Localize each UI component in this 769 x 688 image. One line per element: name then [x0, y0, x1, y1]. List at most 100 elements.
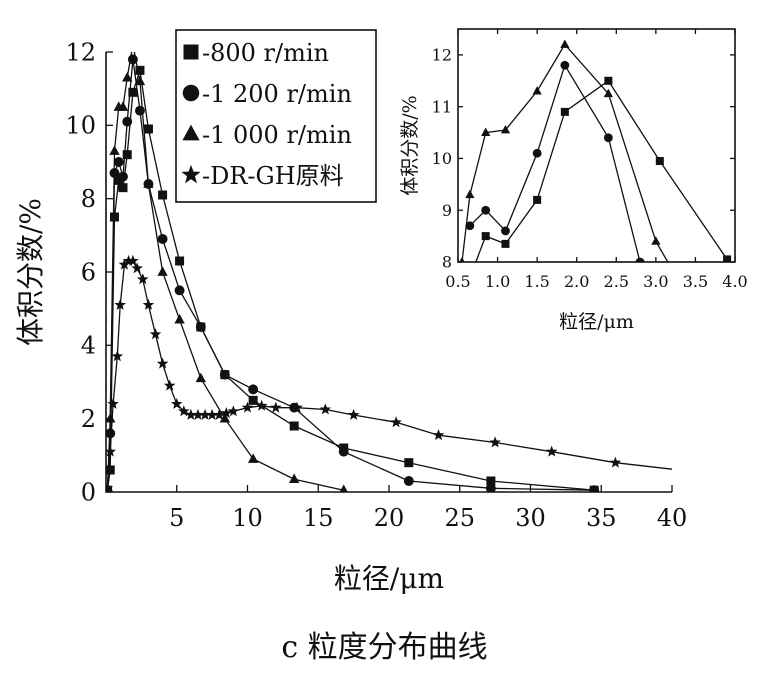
- data-point-square: [655, 157, 664, 166]
- x-tick-label: 5: [169, 504, 184, 532]
- x-tick-label: 3.5: [683, 272, 708, 291]
- data-point-star: [192, 408, 204, 420]
- data-point-star: [142, 298, 155, 310]
- data-point-square: [118, 183, 128, 193]
- data-point-circle: [174, 285, 185, 296]
- data-point-star: [213, 408, 225, 420]
- data-point-square: [723, 255, 732, 262]
- x-tick-label: 1.0: [485, 272, 510, 291]
- data-point-star: [227, 405, 240, 417]
- x-tick-label: 3.0: [643, 272, 668, 291]
- data-point-square: [248, 395, 258, 405]
- data-point-circle: [118, 171, 128, 182]
- data-point-triangle: [289, 473, 300, 483]
- y-tick-label: 6: [81, 258, 96, 286]
- data-point-circle: [106, 428, 116, 439]
- x-tick-label: 20: [374, 504, 405, 532]
- data-point-star: [171, 397, 183, 409]
- series-dr-gh: [106, 254, 672, 492]
- data-point-circle: [113, 157, 124, 167]
- data-point-square: [158, 190, 168, 200]
- series-line: [106, 260, 672, 489]
- legend-item-1-000-r-min: -1 000 r/min: [182, 121, 352, 149]
- series-1-000-r-min: [459, 39, 669, 262]
- x-tick-label: 40: [657, 504, 688, 532]
- data-point-square: [109, 212, 119, 222]
- data-point-square: [404, 458, 414, 468]
- y-tick-label: 8: [442, 253, 452, 272]
- data-point-star: [163, 379, 176, 391]
- data-point-star: [609, 456, 622, 468]
- data-point-star: [319, 403, 332, 415]
- data-point-triangle: [481, 127, 491, 136]
- x-tick-label: 4.0: [722, 272, 747, 291]
- y-tick-label: 2: [81, 405, 96, 433]
- legend-label: -DR-GH原料: [202, 162, 344, 190]
- data-point-star: [206, 408, 218, 420]
- legend-marker-star: [181, 164, 201, 184]
- data-point-triangle: [157, 266, 168, 276]
- data-point-triangle: [459, 257, 465, 262]
- y-tick-label: 8: [81, 185, 96, 213]
- y-tick-label: 12: [65, 38, 96, 66]
- data-point-circle: [589, 485, 600, 492]
- y-tick-label: 0: [81, 478, 96, 506]
- data-point-star: [545, 445, 558, 457]
- data-point-circle: [481, 205, 491, 215]
- data-point-circle: [122, 116, 133, 127]
- data-point-star: [107, 397, 119, 409]
- data-point-triangle: [339, 484, 348, 492]
- x-tick-label: 2.0: [564, 272, 589, 291]
- legend-item-1-200-r-min: -1 200 r/min: [182, 80, 352, 108]
- data-point-star: [114, 298, 126, 310]
- data-point-circle: [603, 133, 613, 143]
- legend-marker-square: [183, 44, 199, 60]
- data-point-circle: [219, 369, 230, 380]
- data-point-circle: [135, 105, 145, 116]
- data-point-circle: [403, 476, 414, 486]
- data-point-star: [149, 328, 162, 340]
- series-line: [461, 43, 669, 262]
- legend-marker-circle: [182, 84, 200, 102]
- data-point-star: [178, 405, 190, 417]
- x-tick-label: 2.5: [604, 272, 629, 291]
- inset-chart: 0.5 1.0 1.5 2.0 2.5 3.0 3.5 4.0 8 9 10 11 12 粒径/μm 体积分…: [399, 28, 748, 333]
- data-point-triangle: [109, 145, 120, 155]
- series-line: [469, 63, 641, 262]
- legend: -800 r/min -1 200 r/min -1 000 r/min -DR-GH…: [175, 29, 377, 203]
- data-point-circle: [157, 234, 168, 244]
- y-tick-label: 10: [65, 112, 96, 140]
- data-point-star: [106, 482, 114, 492]
- x-tick-label: 25: [444, 504, 475, 532]
- y-tick-label: 4: [81, 332, 96, 360]
- data-point-triangle: [247, 453, 259, 463]
- data-point-square: [135, 65, 145, 75]
- data-point-square: [560, 107, 569, 116]
- data-point-star: [390, 416, 402, 428]
- data-point-square: [604, 76, 613, 85]
- data-point-triangle: [143, 178, 154, 188]
- data-point-square: [486, 476, 496, 486]
- legend-marker-triangle: [182, 124, 200, 141]
- data-point-circle: [532, 148, 542, 158]
- data-point-square: [533, 195, 542, 204]
- x-tick-label: 15: [303, 504, 334, 532]
- series-line: [475, 79, 728, 262]
- data-point-square: [114, 175, 124, 185]
- data-point-star: [131, 262, 143, 274]
- data-point-circle: [465, 221, 475, 231]
- y-axis-label: 体积分数/%: [399, 95, 421, 195]
- data-point-circle: [501, 226, 510, 236]
- data-point-triangle: [134, 75, 146, 86]
- data-point-triangle: [560, 39, 570, 48]
- data-point-star: [122, 254, 135, 266]
- legend-item-800-r-min: -800 r/min: [183, 39, 329, 67]
- data-point-circle: [560, 60, 570, 70]
- data-point-triangle: [465, 189, 475, 199]
- y-tick-label: 9: [442, 201, 452, 220]
- data-point-square: [501, 239, 510, 248]
- data-point-square: [289, 421, 299, 431]
- data-point-star: [118, 258, 131, 270]
- data-point-star: [156, 357, 169, 369]
- data-point-triangle: [174, 314, 185, 324]
